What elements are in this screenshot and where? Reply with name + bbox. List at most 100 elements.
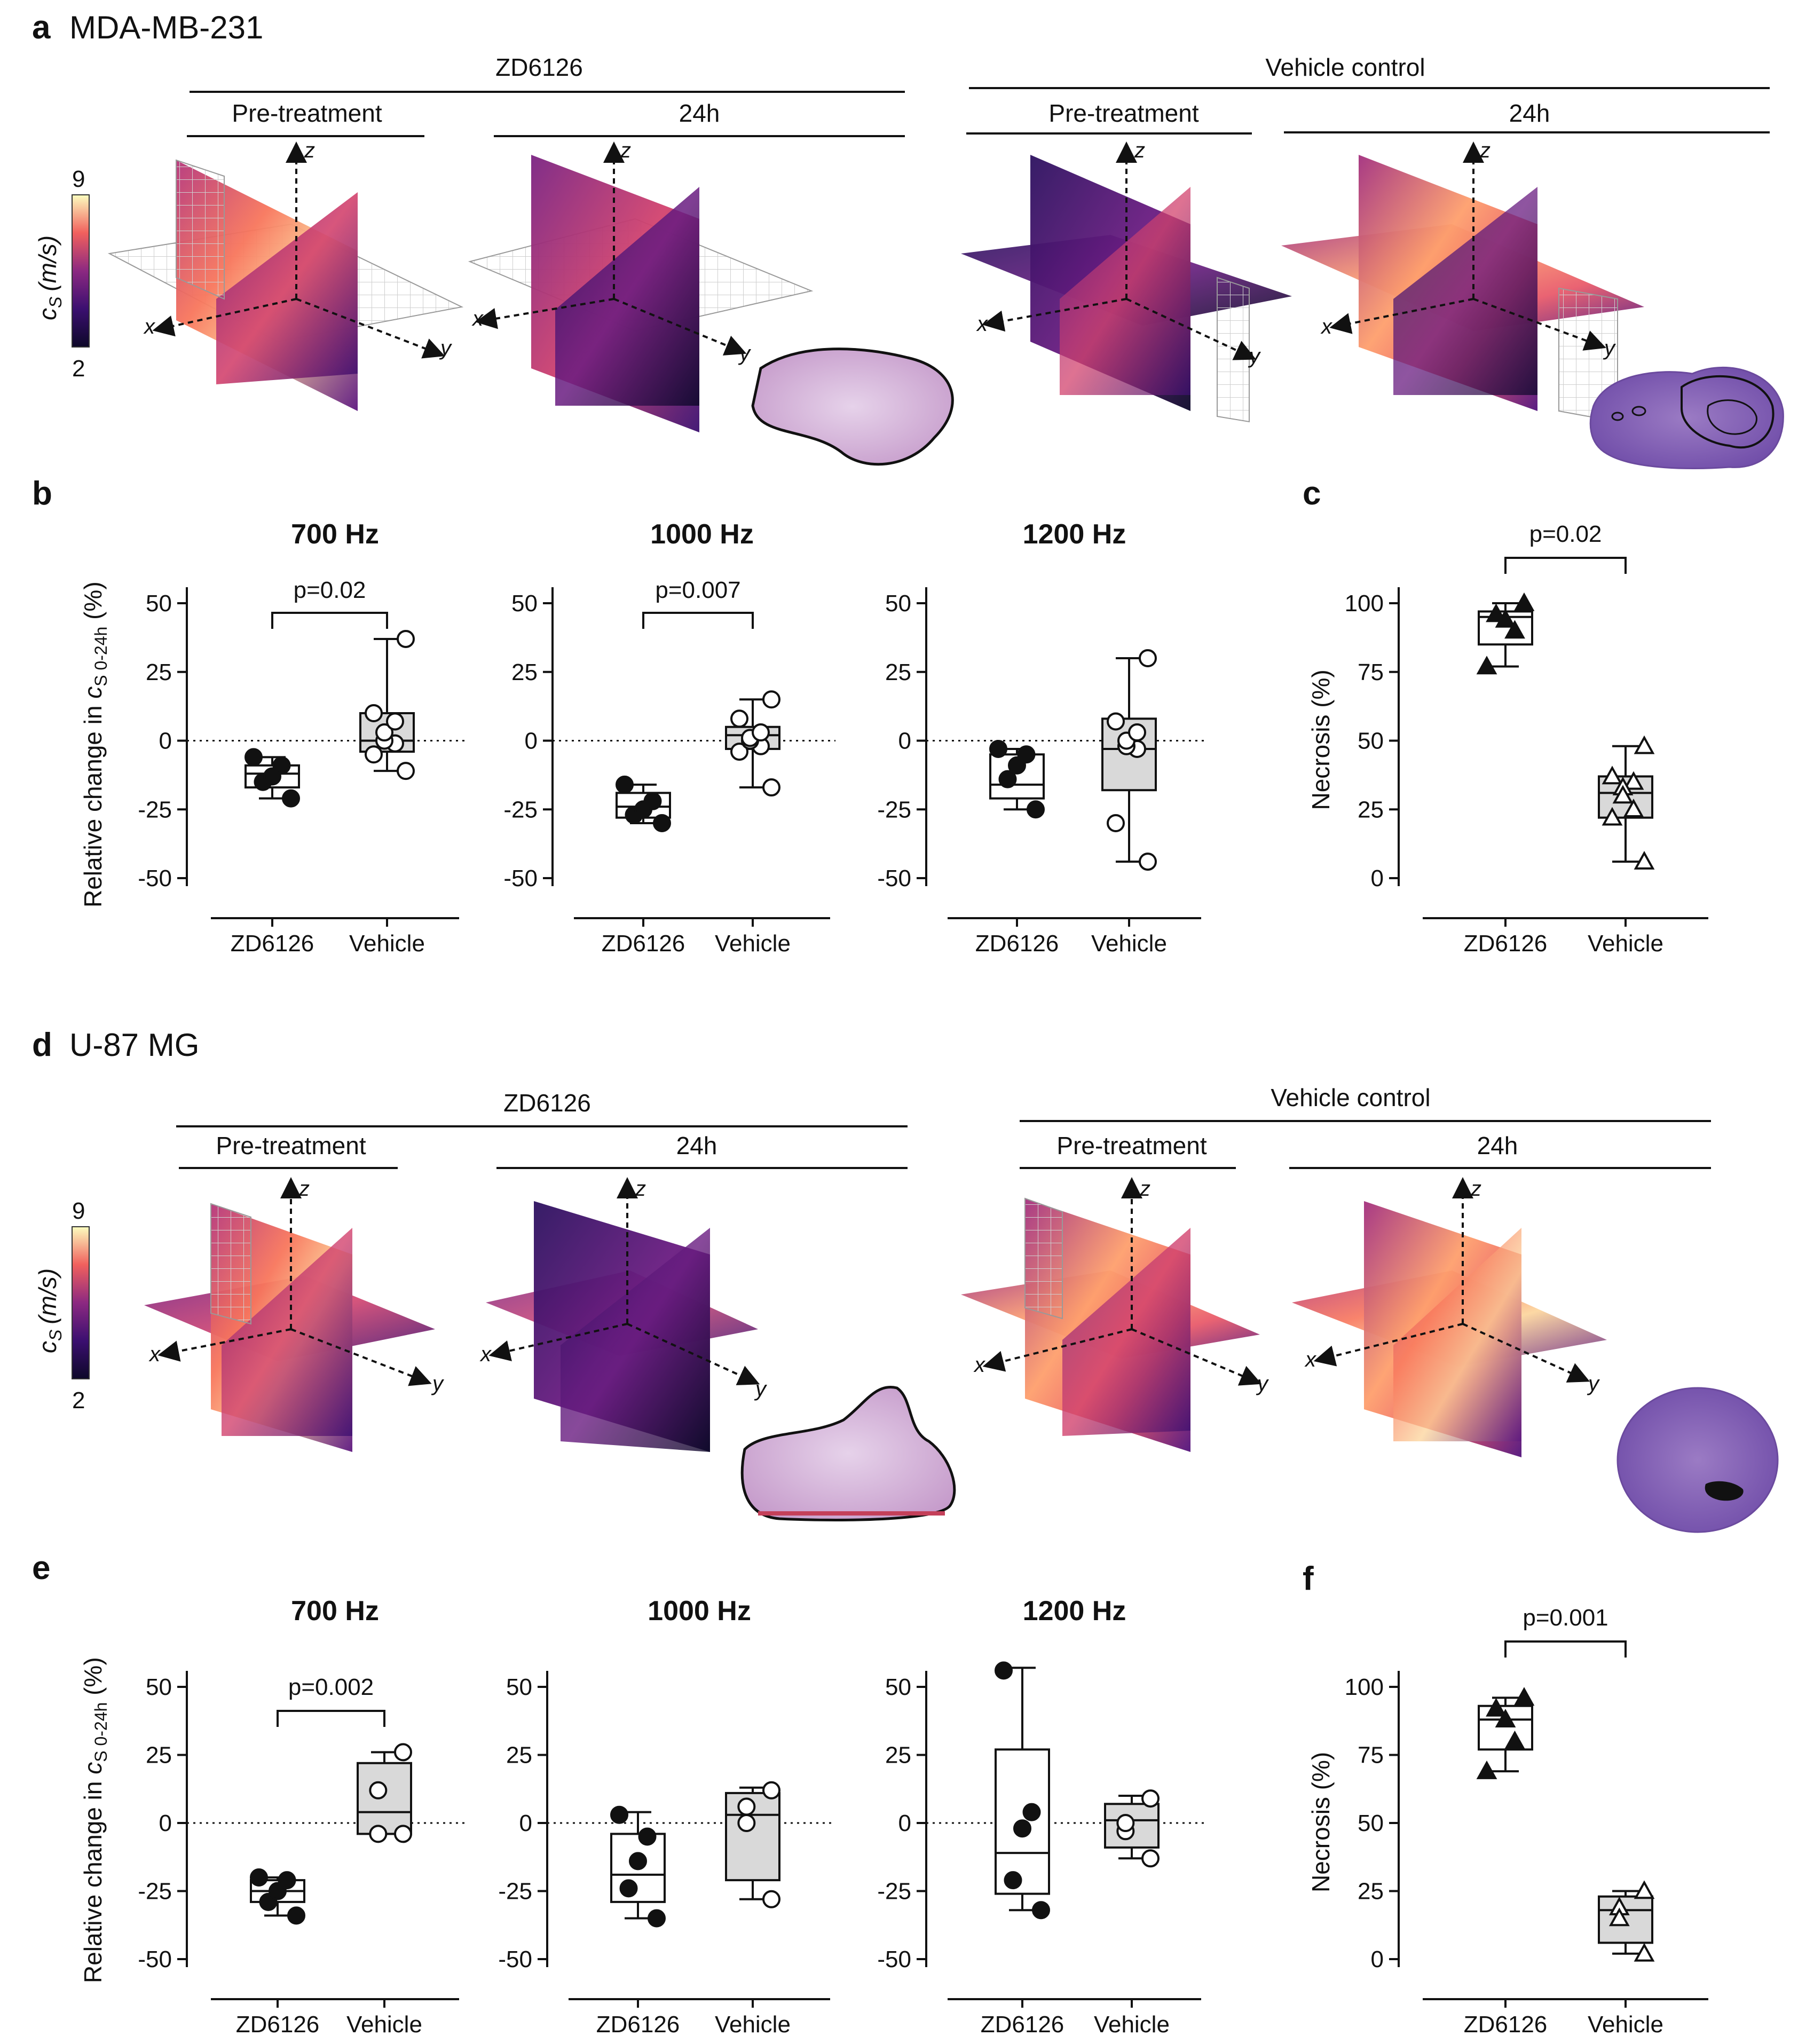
- series-vehicle: [1104, 1789, 1160, 1868]
- x-axis-label: x: [143, 315, 156, 338]
- elastography-volume-veh-pre-d: z x y: [961, 1177, 1269, 1452]
- chart-title: 700 Hz: [291, 1596, 379, 1627]
- data-point: [1022, 1803, 1041, 1821]
- panel-letter-d: d: [32, 1027, 52, 1063]
- y-axis: [1462, 1323, 1590, 1383]
- data-point: [1634, 850, 1655, 870]
- data-point: [616, 775, 634, 794]
- x-tick-label: ZD6126: [236, 2011, 320, 2038]
- y-axis: [1131, 1328, 1262, 1386]
- chart-title: 1000 Hz: [648, 1596, 751, 1627]
- y-tick-label: 50: [506, 1674, 532, 1700]
- p-value-label: p=0.002: [288, 1674, 374, 1700]
- x-tick-label: Vehicle: [715, 930, 791, 957]
- data-point: [1027, 800, 1045, 819]
- data-point: [1495, 1709, 1516, 1727]
- chart-e-1200: 50 25 0 -25 -50 ZD6126 Vehicle 1200 Hz: [877, 1596, 1206, 2038]
- data-point: [610, 1805, 628, 1824]
- colorbar-label-c: c: [34, 308, 61, 320]
- colorbar-label-unit: (m/s): [34, 235, 61, 291]
- y-tick-label: 50: [511, 590, 538, 617]
- data-point: [762, 690, 780, 709]
- chart-b-1000: 50 25 0 -25 -50 ZD6126 Vehicle 1000 Hz p=0.007: [503, 519, 835, 957]
- y-tick-label: 0: [519, 1810, 532, 1836]
- bracket-line: [642, 612, 754, 629]
- timepoint-pre-zd-a: Pre-treatment: [232, 99, 382, 127]
- data-point: [1504, 1730, 1525, 1749]
- x-axis-label: x: [1304, 1348, 1317, 1371]
- data-point: [1004, 1871, 1022, 1890]
- timepoint-24h-zd-a: 24h: [679, 99, 720, 127]
- y-tick-label: 25: [146, 1742, 172, 1769]
- chart-title: 700 Hz: [291, 519, 379, 550]
- y-tick-label: 0: [1371, 1946, 1384, 1972]
- data-point: [1128, 723, 1146, 742]
- data-point: [1504, 620, 1525, 639]
- timepoint-24h-veh-d: 24h: [1477, 1132, 1518, 1159]
- series-zd6126: [1476, 1687, 1535, 1779]
- y-tick-label: -25: [138, 796, 172, 823]
- x-tick-label: ZD6126: [981, 2011, 1064, 2038]
- data-point: [1476, 656, 1497, 675]
- significance-bracket: p=0.02: [1504, 521, 1627, 574]
- x-axis: [488, 1323, 628, 1362]
- data-point: [762, 1890, 780, 1908]
- x-axis: [152, 298, 297, 337]
- x-axis: [157, 1328, 291, 1362]
- timepoint-24h-zd-d: 24h: [676, 1132, 717, 1159]
- z-axis-label: z: [620, 139, 631, 162]
- panel-a: a MDA-MB-231 ZD6126 Vehicle control Pre-…: [32, 9, 1784, 469]
- elastography-volume-veh-pre-a: z x y: [961, 139, 1292, 423]
- colorbar-gradient: [72, 1226, 90, 1379]
- x-axis: [475, 298, 614, 329]
- x-tick-label: Vehicle: [349, 930, 425, 957]
- data-point: [653, 814, 671, 832]
- colorbar-a: 9 2 cS (m/s): [34, 166, 90, 382]
- timepoint-pre-veh-a: Pre-treatment: [1048, 99, 1198, 127]
- box: [357, 1762, 412, 1835]
- volume-grid-side: [210, 1203, 251, 1325]
- y-tick-label: -25: [877, 796, 911, 823]
- y-axis-label: y: [1587, 1372, 1600, 1395]
- z-axis-label: z: [304, 139, 315, 162]
- histology-section-veh-a: [1589, 366, 1784, 469]
- p-value-label: p=0.02: [294, 577, 366, 603]
- histology-section-zd-d: [740, 1386, 956, 1521]
- z-axis-label: z: [635, 1177, 646, 1201]
- data-point: [397, 762, 415, 780]
- x-axis: [982, 298, 1127, 332]
- data-point: [1513, 592, 1535, 611]
- plots-container: 50 25 0 -25 -50 ZD6126 Vehicle 700 Hz p=0.02 50 25…: [138, 519, 1708, 2038]
- x-axis-label: x: [973, 1353, 986, 1377]
- volume-slice-yz: [216, 192, 358, 384]
- volume-slice-yz: [1062, 1228, 1190, 1436]
- volume-slice-yz: [1060, 187, 1190, 395]
- data-point: [1032, 1901, 1050, 1920]
- y-axis-label: Necrosis (%): [1307, 669, 1335, 810]
- y-axis: [613, 298, 747, 356]
- histology-necrosis-inner: [1707, 399, 1757, 435]
- data-point: [648, 1909, 666, 1928]
- x-tick-label: ZD6126: [231, 930, 314, 957]
- x-axis-label: x: [1320, 315, 1333, 338]
- data-point: [1017, 745, 1036, 764]
- series-vehicle: [357, 1743, 412, 1843]
- y-tick-label: 25: [511, 659, 538, 685]
- colorbar-label-c: c: [34, 1341, 61, 1353]
- y-tick-label: -50: [503, 865, 538, 891]
- y-tick-label: 0: [1371, 865, 1384, 891]
- y-axis-label: y: [431, 1372, 445, 1395]
- data-point: [1116, 1814, 1135, 1832]
- data-point: [629, 1852, 647, 1871]
- y-tick-label: 50: [885, 590, 911, 617]
- histology-necrosis-spot: [1631, 406, 1646, 416]
- y-tick-label: 25: [885, 1742, 911, 1769]
- histology-necrosis-spot: [1705, 1481, 1744, 1501]
- x-axis-label: x: [471, 307, 484, 330]
- panel-letter-f: f: [1303, 1560, 1314, 1597]
- panel-letter-e: e: [32, 1550, 50, 1587]
- elastography-volume-zd-24h-d: z x y: [479, 1177, 956, 1521]
- x-tick-label: ZD6126: [975, 930, 1059, 957]
- x-axis: [982, 1328, 1132, 1372]
- elastography-volume-veh-24h-d: z x y: [1292, 1177, 1779, 1533]
